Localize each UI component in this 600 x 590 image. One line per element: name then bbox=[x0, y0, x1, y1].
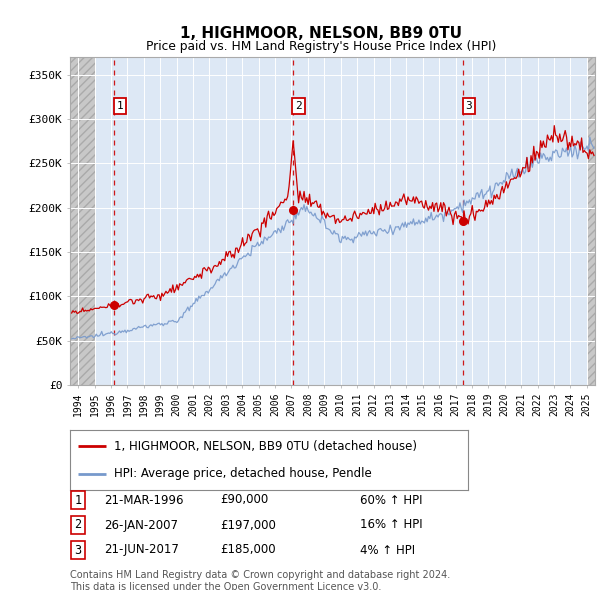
Text: HPI: Average price, detached house, Pendle: HPI: Average price, detached house, Pend… bbox=[114, 467, 371, 480]
Text: Price paid vs. HM Land Registry's House Price Index (HPI): Price paid vs. HM Land Registry's House … bbox=[146, 40, 496, 53]
Text: 1, HIGHMOOR, NELSON, BB9 0TU: 1, HIGHMOOR, NELSON, BB9 0TU bbox=[180, 26, 462, 41]
Text: 26-JAN-2007: 26-JAN-2007 bbox=[104, 519, 178, 532]
Text: 2: 2 bbox=[74, 519, 82, 532]
Text: £197,000: £197,000 bbox=[220, 519, 276, 532]
Text: 21-MAR-1996: 21-MAR-1996 bbox=[104, 493, 184, 506]
Text: 1: 1 bbox=[117, 101, 124, 111]
Text: Contains HM Land Registry data © Crown copyright and database right 2024.: Contains HM Land Registry data © Crown c… bbox=[70, 570, 450, 580]
Text: £90,000: £90,000 bbox=[220, 493, 268, 506]
Bar bbox=[587, 57, 595, 385]
Text: 4% ↑ HPI: 4% ↑ HPI bbox=[360, 543, 415, 556]
Text: 1: 1 bbox=[74, 493, 82, 506]
Text: 2: 2 bbox=[295, 101, 302, 111]
Text: 3: 3 bbox=[74, 543, 82, 556]
Text: This data is licensed under the Open Government Licence v3.0.: This data is licensed under the Open Gov… bbox=[70, 582, 382, 590]
Bar bbox=[70, 57, 95, 385]
Text: 21-JUN-2017: 21-JUN-2017 bbox=[104, 543, 179, 556]
Text: 3: 3 bbox=[466, 101, 472, 111]
Text: 60% ↑ HPI: 60% ↑ HPI bbox=[360, 493, 422, 506]
Text: 1, HIGHMOOR, NELSON, BB9 0TU (detached house): 1, HIGHMOOR, NELSON, BB9 0TU (detached h… bbox=[114, 440, 417, 453]
Text: £185,000: £185,000 bbox=[220, 543, 275, 556]
Text: 16% ↑ HPI: 16% ↑ HPI bbox=[360, 519, 422, 532]
